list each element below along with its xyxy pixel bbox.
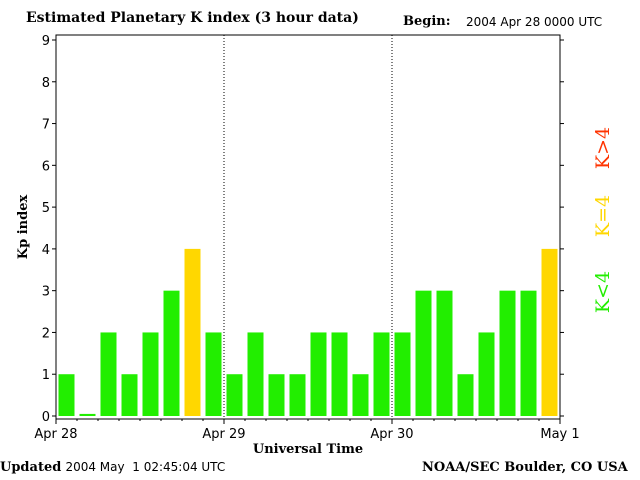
- kp-bar: [457, 374, 474, 416]
- x-axis: Apr 28 Apr 29 Apr 30 May 1: [34, 419, 580, 442]
- y-tick-label: 8: [42, 76, 50, 91]
- kp-bar: [436, 290, 453, 416]
- kp-bar: [499, 290, 516, 416]
- kp-bar: [394, 332, 411, 416]
- y-tick-label: 0: [42, 410, 50, 425]
- kp-bar: [79, 413, 96, 416]
- kp-bar: [226, 374, 243, 416]
- x-tick-label: May 1: [540, 427, 579, 442]
- kp-bar: [478, 332, 495, 416]
- kp-bar: [310, 332, 327, 416]
- begin-label: Begin:: [403, 14, 451, 29]
- x-tick-label: Apr 28: [34, 427, 77, 442]
- y-tick-label: 6: [42, 159, 50, 174]
- kp-bar: [100, 332, 117, 416]
- kp-bar: [268, 374, 285, 416]
- y-tick-label: 1: [42, 368, 50, 383]
- kp-bar: [184, 248, 201, 416]
- kp-bar: [415, 290, 432, 416]
- begin-value: 2004 Apr 28 0000 UTC: [466, 15, 603, 29]
- y-tick-label: 3: [42, 285, 50, 300]
- kp-bar: [289, 374, 306, 416]
- kp-bar: [520, 290, 537, 416]
- kp-bar: [331, 332, 348, 416]
- x-axis-title: Universal Time: [253, 442, 363, 457]
- updated-value: 2004 May 1 02:45:04 UTC: [65, 460, 226, 474]
- kp-bar: [247, 332, 264, 416]
- x-tick-label: Apr 30: [370, 427, 413, 442]
- y-tick-label: 2: [42, 326, 50, 341]
- y-axis-title: Kp index: [16, 195, 31, 260]
- legend-equal: K=4: [592, 195, 614, 237]
- updated-label: Updated: [0, 460, 62, 475]
- legend-low: K<4: [592, 271, 614, 313]
- y-tick-label: 5: [42, 201, 50, 216]
- day-dividers: [223, 35, 393, 419]
- chart-title: Estimated Planetary K index (3 hour data…: [26, 10, 359, 26]
- kp-bar: [58, 374, 75, 416]
- kp-bar: [121, 374, 138, 416]
- kp-bar: [373, 332, 390, 416]
- y-tick-label: 4: [42, 243, 50, 258]
- bars-group: [58, 248, 558, 416]
- updated-line: Updated 2004 May 1 02:45:04 UTC: [0, 460, 225, 475]
- kp-bar: [352, 374, 369, 416]
- kp-bar: [142, 332, 159, 416]
- y-axis: 0 1 2 3 4 5 6 7 8 9: [42, 34, 564, 425]
- y-tick-label: 9: [42, 34, 50, 49]
- kp-bar: [541, 248, 558, 416]
- legend-high: K>4: [592, 127, 614, 169]
- kp-bar: [163, 290, 180, 416]
- x-tick-label: Apr 29: [202, 427, 245, 442]
- y-tick-label: 7: [42, 118, 50, 133]
- kp-bar: [205, 332, 222, 416]
- source-credit: NOAA/SEC Boulder, CO USA: [422, 460, 628, 475]
